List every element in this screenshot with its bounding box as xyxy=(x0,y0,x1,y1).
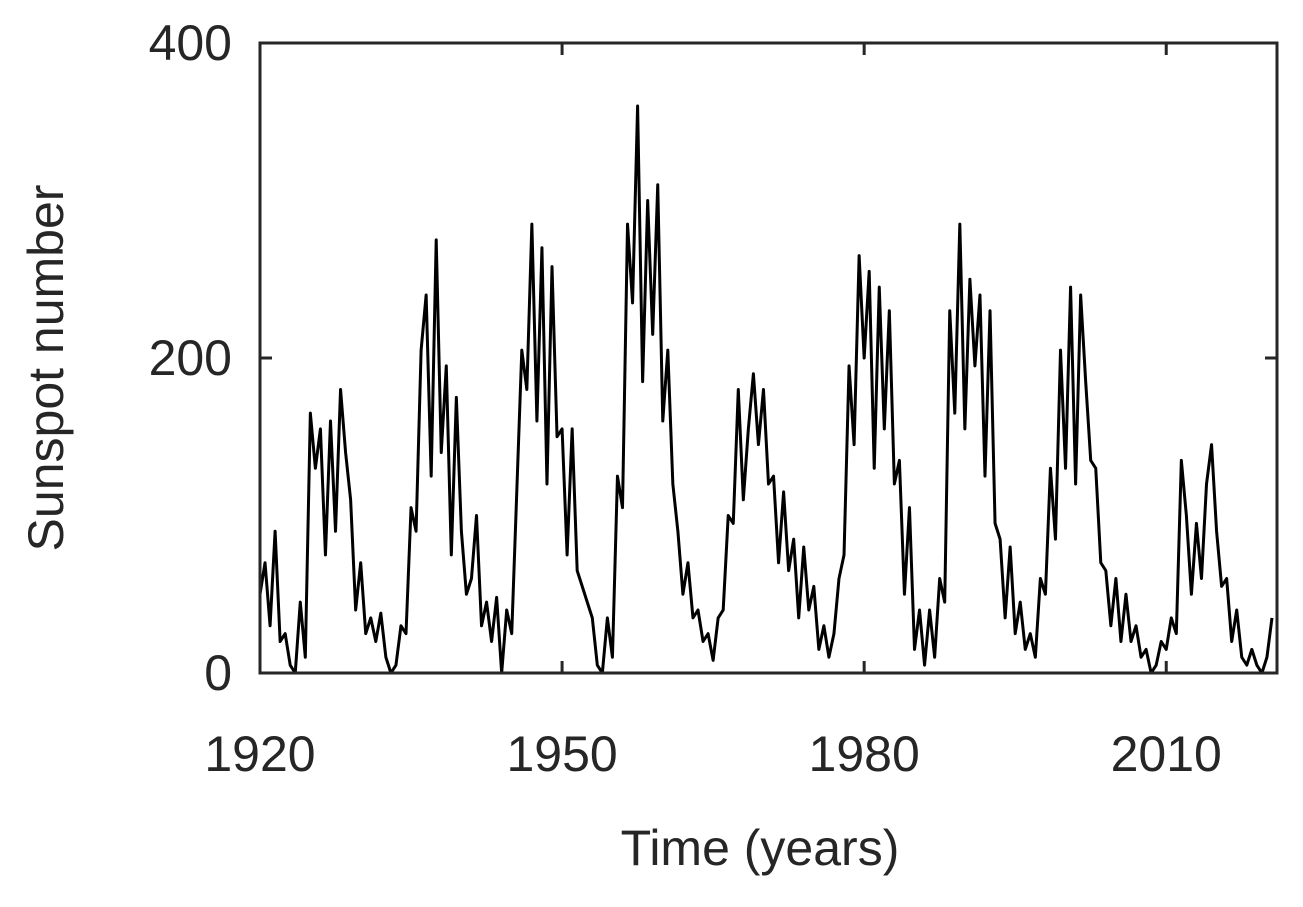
y-tick-label: 200 xyxy=(149,330,232,386)
y-axis-label: Sunspot number xyxy=(18,185,74,552)
x-tick-label: 1950 xyxy=(506,726,617,782)
plot-frame xyxy=(258,41,1279,675)
x-tick-label: 1920 xyxy=(204,726,315,782)
data-line xyxy=(258,104,1274,675)
y-tick-label: 400 xyxy=(149,15,232,71)
x-tick-label: 2010 xyxy=(1111,726,1222,782)
x-tick-label: 1980 xyxy=(809,726,920,782)
y-tick-label: 0 xyxy=(204,645,232,701)
x-axis-label: Time (years) xyxy=(621,820,900,876)
